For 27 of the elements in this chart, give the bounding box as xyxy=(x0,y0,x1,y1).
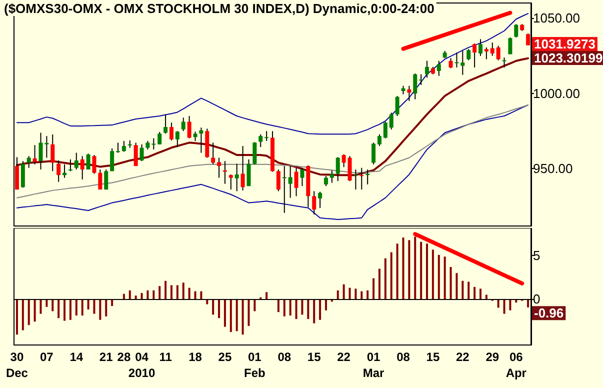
x-tick-label: 25 xyxy=(218,350,232,364)
x-tick-label: 22 xyxy=(337,350,351,364)
x-tick-label: 15 xyxy=(307,350,322,364)
x-tick-label: 29 xyxy=(486,350,500,364)
x-tick-label: 30 Dec xyxy=(6,350,28,380)
x-tick-label: 18 xyxy=(188,350,202,364)
x-tick-label: 08 xyxy=(278,350,292,364)
chart-title: ($OMXS30-OMX - OMX STOCKHOLM 30 INDEX,D) Dynamic,0:00-24:00 xyxy=(4,1,434,16)
text: 1023.30199 xyxy=(534,50,603,66)
x-tick-label: 08 xyxy=(396,350,410,364)
x-tick-label: 14 xyxy=(70,350,84,364)
x-tick-label: 06 Apr xyxy=(506,350,527,380)
x-tick-label: 11 xyxy=(159,350,172,364)
text: 1031.9273 xyxy=(534,36,596,52)
y-tick-label: 0 xyxy=(533,292,540,307)
x-tick-label: 22 xyxy=(456,350,470,364)
y-tick-label: 5 xyxy=(533,248,540,264)
y-tick-label: 950.00 xyxy=(533,161,573,176)
text: -0.96 xyxy=(534,306,564,321)
x-tick-label: 28 xyxy=(117,350,131,364)
x-tick-label: 01 Mar xyxy=(362,350,385,380)
x-tick-label: 15 xyxy=(426,350,440,364)
x-tick-label: 21 xyxy=(99,350,114,364)
y-tick-label: 1000.00 xyxy=(533,86,580,101)
x-tick-label: 01 Feb xyxy=(244,350,266,380)
y-tick-label: 1050.00 xyxy=(533,10,580,26)
x-tick-label: 07 xyxy=(40,350,54,364)
